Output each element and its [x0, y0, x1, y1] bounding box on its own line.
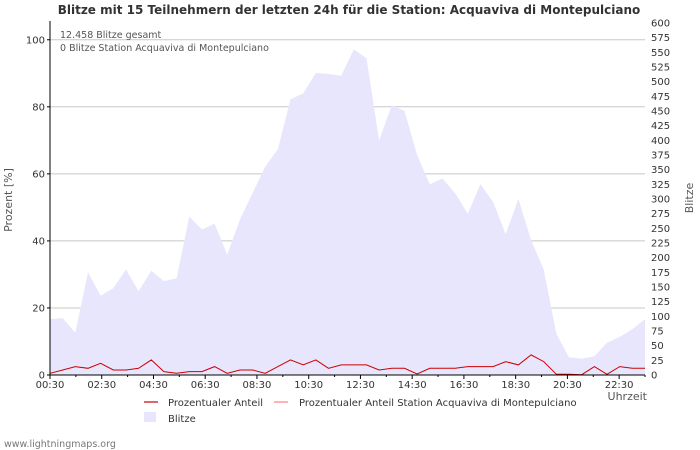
axes: [47, 21, 646, 379]
y-right-tick-label: 225: [651, 239, 670, 250]
y-right-tick-label: 550: [651, 48, 670, 59]
y-left-tick-label: 60: [32, 169, 45, 180]
y-right-tick-label: 450: [651, 107, 670, 118]
x-tick-label: 08:30: [243, 380, 272, 391]
y-right-tick-label: 175: [651, 268, 670, 279]
y-left-tick-label: 40: [32, 236, 45, 247]
y-right-tick-label: 125: [651, 297, 670, 308]
tick-labels: 0 20 40 60 80 100 0 25 50 75 100 125 150 175 200 225 250…: [26, 19, 670, 392]
legend: Prozentualer Anteil Prozentualer Anteil …: [144, 398, 577, 425]
y-right-tick-label: 350: [651, 165, 670, 176]
y-right-tick-label: 275: [651, 209, 670, 220]
y-right-tick-label: 425: [651, 121, 670, 132]
y-right-tick-label: 75: [651, 327, 664, 338]
annotation-station: 0 Blitze Station Acquaviva di Montepulci…: [60, 43, 269, 54]
y-right-tick-label: 150: [651, 283, 670, 294]
x-tick-label: 22:30: [605, 380, 634, 391]
y-right-tick-label: 575: [651, 33, 670, 44]
annotation-total: 12.458 Blitze gesamt: [60, 30, 162, 41]
x-axis-label: Uhrzeit: [608, 390, 648, 403]
y-right-tick-label: 50: [651, 341, 664, 352]
y-right-tick-label: 100: [651, 312, 670, 323]
y-right-tick-label: 500: [651, 77, 670, 88]
legend-label-blitze: Blitze: [168, 414, 196, 425]
x-tick-label: 16:30: [449, 380, 478, 391]
legend-label-station: Prozentualer Anteil Station Acquaviva di…: [299, 398, 577, 409]
y-left-tick-label: 80: [32, 102, 45, 113]
footer-credit: www.lightningmaps.org: [4, 439, 116, 450]
y-right-tick-label: 25: [651, 356, 664, 367]
y-right-tick-label: 525: [651, 63, 670, 74]
y-right-tick-label: 325: [651, 180, 670, 191]
y-right-tick-label: 300: [651, 195, 670, 206]
x-tick-label: 06:30: [191, 380, 220, 391]
x-tick-label: 00:30: [36, 380, 65, 391]
y-left-tick-label: 0: [39, 371, 45, 382]
x-tick-label: 12:30: [346, 380, 375, 391]
y-axis-left-label: Prozent [%]: [2, 168, 15, 232]
chart-title: Blitze mit 15 Teilnehmern der letzten 24…: [58, 3, 641, 17]
series-blitze-area: [50, 49, 645, 376]
y-axis-right-label: Blitze: [683, 183, 696, 214]
y-right-tick-label: 400: [651, 136, 670, 147]
y-right-tick-label: 0: [651, 371, 657, 382]
y-left-tick-label: 20: [32, 303, 45, 314]
legend-label-percent: Prozentualer Anteil: [168, 398, 263, 409]
x-tick-label: 20:30: [553, 380, 582, 391]
y-right-tick-label: 200: [651, 253, 670, 264]
x-tick-label: 02:30: [87, 380, 116, 391]
y-right-tick-label: 475: [651, 92, 670, 103]
y-right-tick-label: 375: [651, 151, 670, 162]
series-percent-line: [49, 354, 645, 376]
y-left-tick-label: 100: [26, 35, 45, 46]
x-tick-label: 18:30: [501, 380, 530, 391]
y-right-tick-label: 600: [651, 19, 670, 30]
legend-swatch-blitze: [144, 412, 156, 422]
blitze-area: [50, 49, 645, 376]
y-right-tick-label: 250: [651, 224, 670, 235]
x-tick-label: 14:30: [398, 380, 427, 391]
x-tick-label: 04:30: [139, 380, 168, 391]
x-tick-label: 10:30: [294, 380, 323, 391]
